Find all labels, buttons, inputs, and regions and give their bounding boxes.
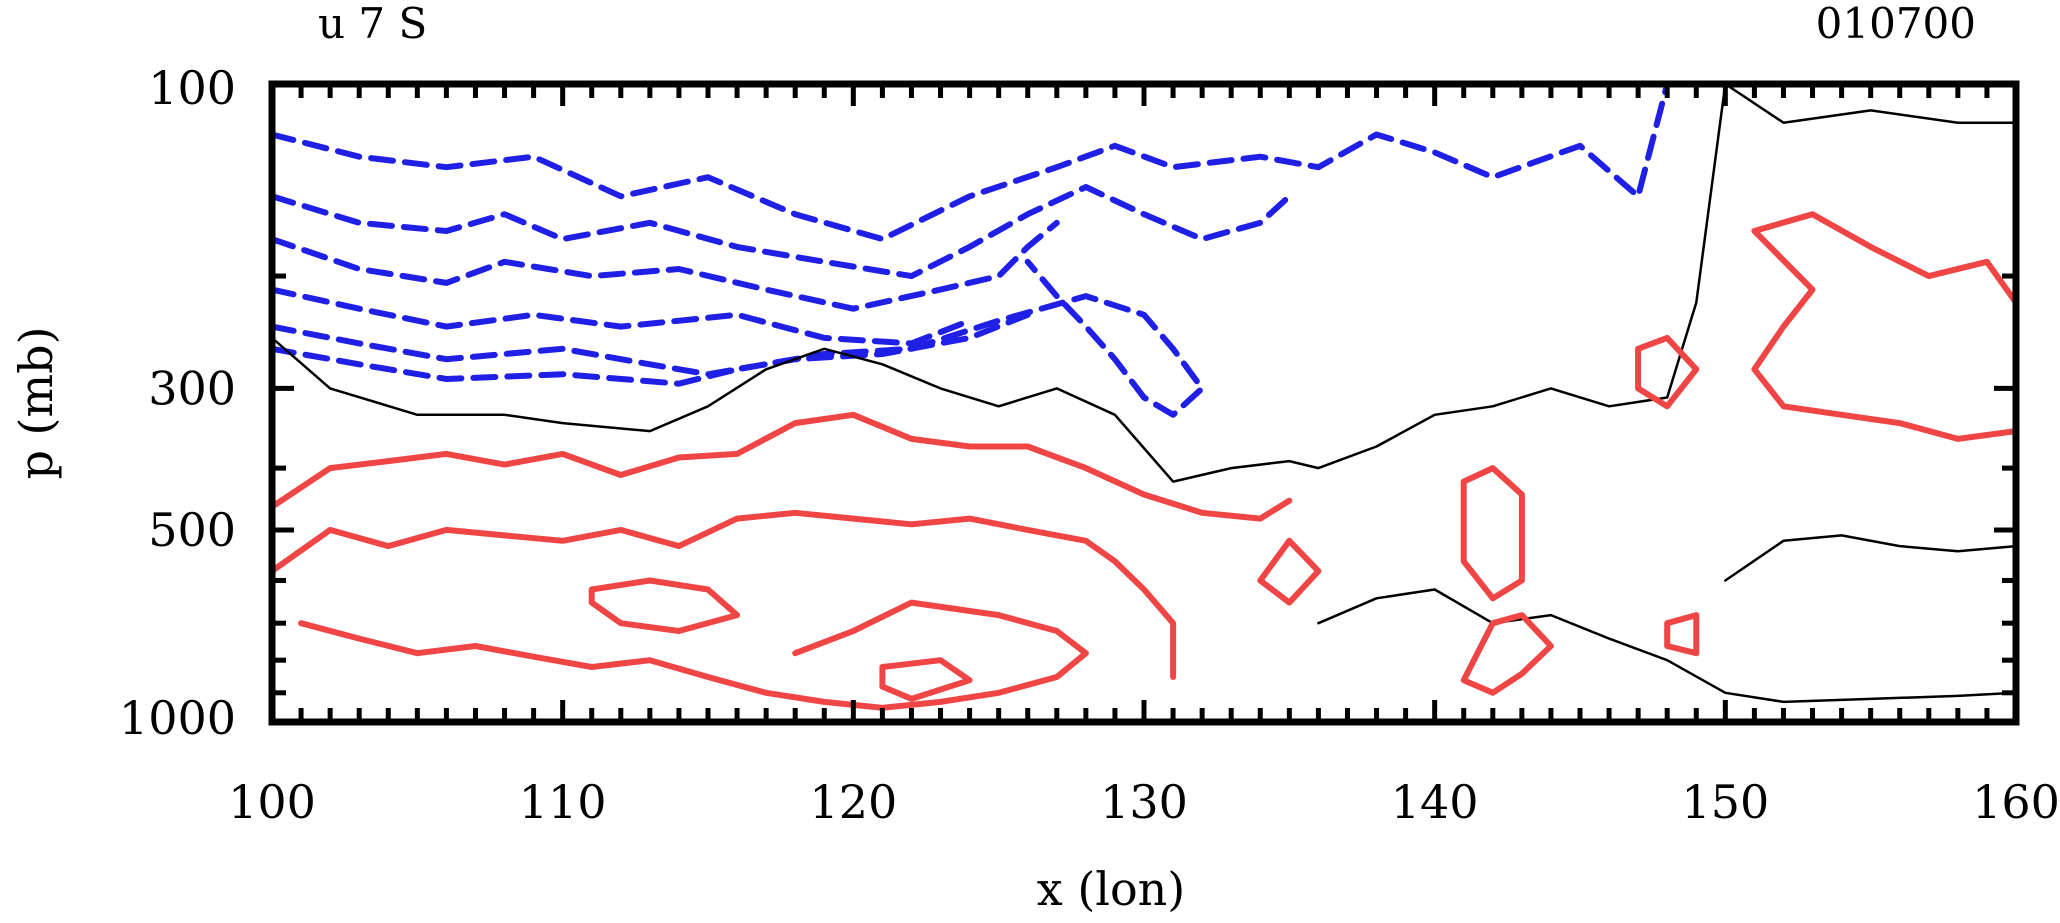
- contour-positive-10: [1460, 612, 1554, 696]
- y-tick-label: 500: [148, 503, 236, 557]
- y-tick-label: 100: [148, 61, 236, 115]
- contour-negative-6: [272, 258, 1206, 418]
- x-tick-label: 110: [519, 775, 607, 829]
- contour-positive-6: [1751, 211, 2016, 442]
- contour-positive-8: [1460, 465, 1525, 602]
- contour-positive-4: [588, 577, 741, 634]
- contour-positive-5: [879, 657, 973, 702]
- contour-positive-1: [272, 411, 1293, 522]
- contour-positive-11: [1664, 612, 1700, 657]
- x-tick-label: 120: [809, 775, 897, 829]
- contour-negative-2: [272, 184, 1293, 280]
- x-axis-label: x (lon): [1037, 862, 1186, 916]
- contour-positive-3: [298, 599, 1089, 711]
- contour-negative-1: [272, 84, 1671, 243]
- contour-zero-3: [1724, 534, 2016, 582]
- x-tick-label: 100: [228, 775, 316, 829]
- contour-zero-2: [1317, 588, 2016, 704]
- contour-positive-7: [1635, 334, 1700, 410]
- axis-ticks: [269, 81, 2019, 725]
- x-tick-label: 160: [1972, 775, 2060, 829]
- date-label: 010700: [1816, 0, 1976, 48]
- y-tick-label: 300: [148, 361, 236, 415]
- x-tick-label: 130: [1100, 775, 1188, 829]
- y-tick-labels: 100 300 500 1000: [119, 61, 236, 745]
- x-tick-label: 150: [1681, 775, 1769, 829]
- contour-negative-4: [272, 286, 973, 347]
- plot-frame: [268, 80, 2020, 726]
- chart-title: u 7 S: [318, 0, 427, 48]
- contour-zero-1: [272, 84, 2016, 483]
- x-tick-label: 140: [1391, 775, 1479, 829]
- contour-positive-2: [272, 509, 1177, 680]
- contour-lines: [272, 84, 2016, 711]
- y-tick-label: 1000: [119, 691, 236, 745]
- y-axis-label: p (mb): [9, 326, 63, 479]
- contour-positive-9: [1257, 537, 1322, 606]
- x-tick-labels: 100 110 120 130 140 150 160: [228, 775, 2060, 829]
- contour-negative-3: [272, 219, 1060, 312]
